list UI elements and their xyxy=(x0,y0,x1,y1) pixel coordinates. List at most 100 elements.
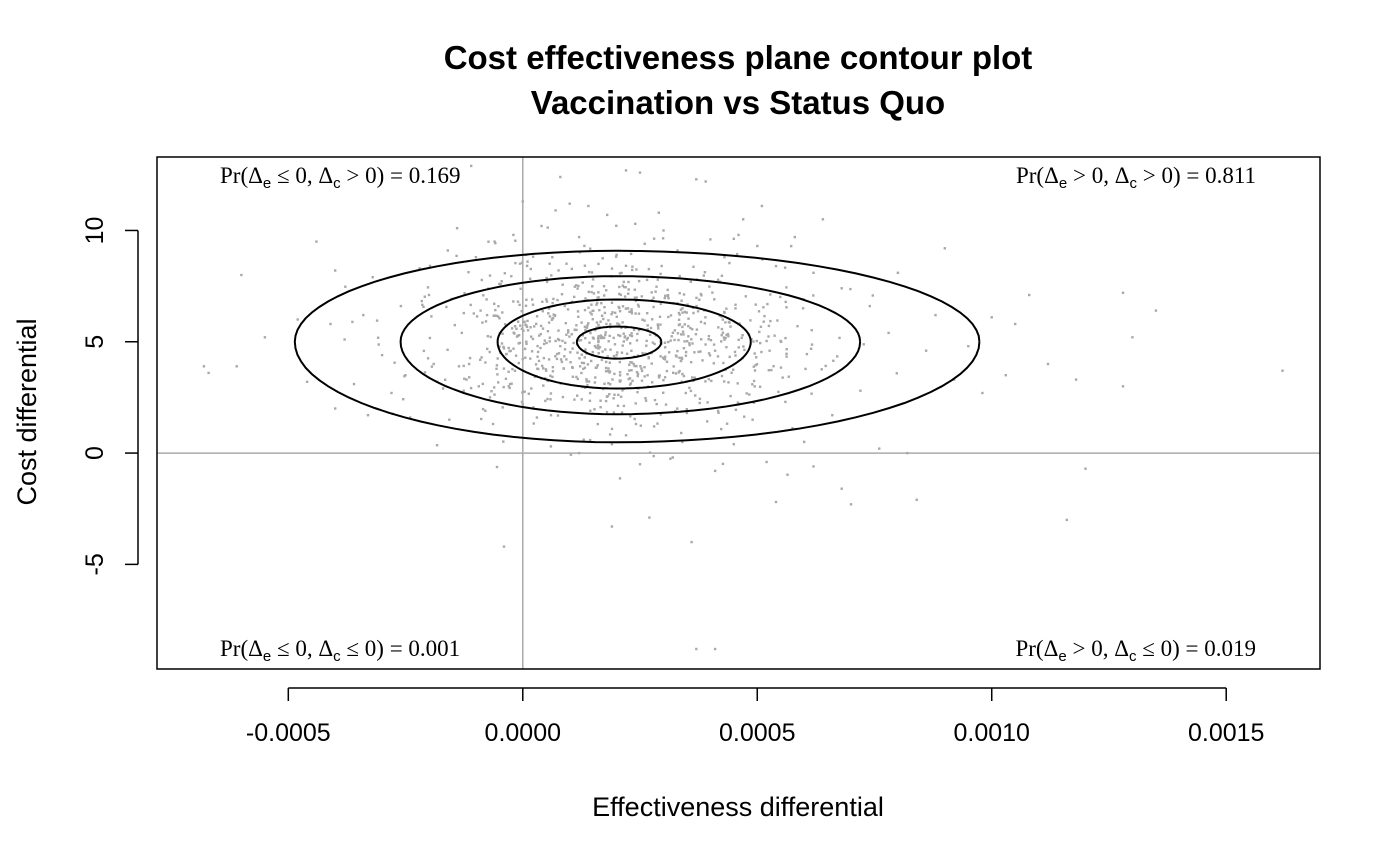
scatter-point xyxy=(652,305,655,309)
scatter-point xyxy=(741,334,744,337)
scatter-point xyxy=(513,325,517,328)
scatter-point xyxy=(380,353,384,357)
scatter-point xyxy=(610,267,614,270)
scatter-point xyxy=(810,329,813,332)
scatter-point xyxy=(600,358,604,362)
scatter-point xyxy=(727,335,730,338)
scatter-point xyxy=(677,371,680,374)
scatter-point xyxy=(709,339,713,342)
scatter-point xyxy=(707,378,710,381)
scatter-point xyxy=(621,321,624,324)
scatter-point xyxy=(588,391,592,395)
scatter-point xyxy=(457,365,461,368)
scatter-point xyxy=(849,503,853,506)
scatter-point xyxy=(495,364,499,367)
scatter-point xyxy=(686,340,689,343)
scatter-point xyxy=(490,390,493,393)
scatter-point xyxy=(796,325,799,328)
scatter-point xyxy=(481,382,484,386)
scatter-point xyxy=(680,299,683,302)
scatter-point xyxy=(618,380,622,383)
scatter-point xyxy=(713,298,716,301)
scatter-point xyxy=(508,382,512,386)
scatter-point xyxy=(422,349,426,353)
scatter-point xyxy=(492,314,495,317)
scatter-point xyxy=(810,392,813,395)
scatter-point xyxy=(371,276,374,279)
scatter-point xyxy=(514,239,517,242)
scatter-point xyxy=(597,335,600,338)
scatter-point xyxy=(636,332,639,336)
scatter-point xyxy=(653,342,656,346)
scatter-point xyxy=(640,369,644,373)
scatter-point xyxy=(672,371,675,374)
scatter-point xyxy=(724,321,727,324)
scatter-point xyxy=(673,329,677,332)
scatter-point xyxy=(722,361,725,365)
scatter-point xyxy=(757,310,761,313)
scatter-point xyxy=(751,383,754,386)
scatter-point xyxy=(753,385,756,388)
scatter-point xyxy=(572,341,575,345)
scatter-point xyxy=(727,381,730,384)
scatter-point xyxy=(500,280,503,283)
scatter-point xyxy=(497,305,500,308)
scatter-point xyxy=(525,342,528,345)
scatter-point xyxy=(446,348,449,351)
scatter-point xyxy=(305,380,309,383)
scatter-point xyxy=(606,369,610,373)
scatter-point xyxy=(589,438,592,442)
scatter-point xyxy=(589,247,592,250)
scatter-point xyxy=(674,372,678,375)
scatter-point xyxy=(1046,362,1050,366)
scatter-point xyxy=(591,336,595,339)
scatter-point xyxy=(531,337,535,341)
scatter-point xyxy=(604,366,608,370)
scatter-point xyxy=(683,340,686,343)
scatter-point xyxy=(570,267,573,271)
scatter-point xyxy=(643,242,646,245)
scatter-point xyxy=(620,351,624,354)
scatter-point xyxy=(510,382,513,385)
scatter-point xyxy=(720,274,724,277)
scatter-point xyxy=(573,328,577,332)
scatter-point xyxy=(697,350,700,354)
scatter-point xyxy=(1154,309,1158,312)
scatter-point xyxy=(981,391,984,395)
scatter-point xyxy=(455,254,458,258)
scatter-point xyxy=(613,393,616,396)
scatter-point xyxy=(549,392,553,395)
scatter-point xyxy=(732,443,735,446)
scatter-point xyxy=(376,336,380,339)
scatter-point xyxy=(502,345,505,349)
scatter-point xyxy=(610,427,614,431)
scatter-point xyxy=(508,386,511,390)
scatter-point xyxy=(681,307,684,310)
scatter-point xyxy=(545,276,548,280)
scatter-point xyxy=(643,375,646,378)
scatter-point xyxy=(736,401,740,404)
scatter-point xyxy=(695,178,698,181)
scatter-point xyxy=(562,367,565,370)
scatter-point xyxy=(679,359,683,363)
scatter-point xyxy=(663,376,667,379)
scatter-point xyxy=(657,327,660,330)
scatter-point xyxy=(530,350,534,353)
scatter-point xyxy=(720,374,724,378)
scatter-point xyxy=(765,339,768,343)
scatter-point xyxy=(1131,336,1134,339)
scatter-point xyxy=(444,378,447,381)
contour-line xyxy=(496,298,752,390)
scatter-point xyxy=(625,338,629,341)
scatter-point xyxy=(694,394,697,397)
scatter-point xyxy=(581,281,584,284)
scatter-point xyxy=(580,361,584,364)
scatter-point xyxy=(343,338,346,341)
scatter-point xyxy=(661,356,665,359)
scatter-point xyxy=(651,318,654,321)
scatter-point xyxy=(523,347,527,351)
scatter-point xyxy=(521,200,524,203)
scatter-point xyxy=(627,292,630,295)
scatter-point xyxy=(699,320,703,324)
